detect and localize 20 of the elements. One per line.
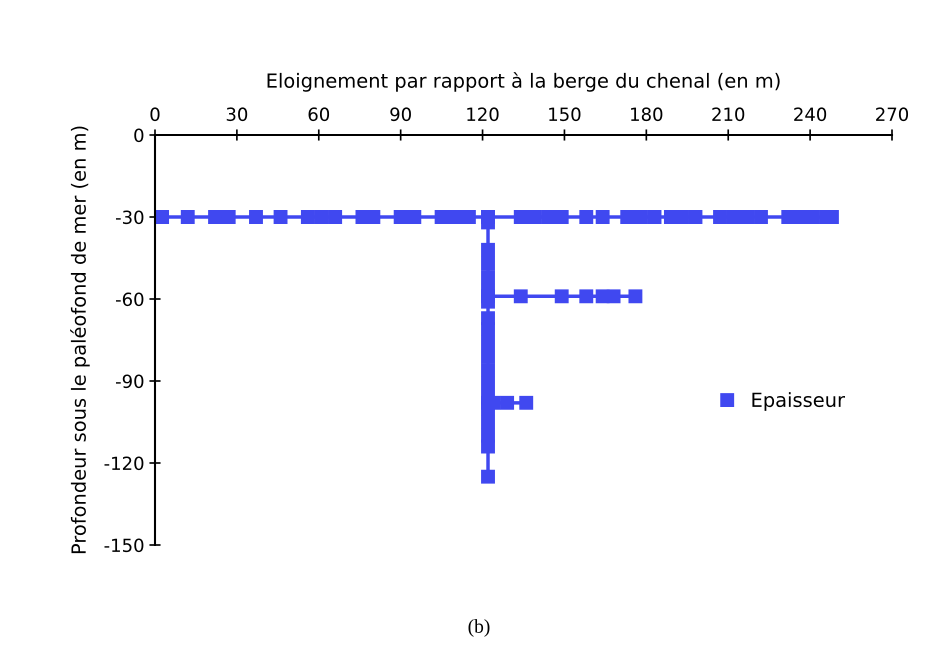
x-tick-label: 210 bbox=[712, 107, 744, 122]
y-axis-title: Profondeur sous le paléofond de mer (en m) bbox=[70, 126, 90, 554]
y-tick-label: -30 bbox=[116, 210, 144, 224]
legend-label: Epaisseur bbox=[752, 392, 846, 411]
y-tick-label: 0 bbox=[134, 128, 144, 142]
text: (b) bbox=[468, 619, 490, 637]
x-tick-label: 150 bbox=[549, 107, 580, 122]
x-tick-label: 180 bbox=[631, 107, 662, 122]
x-tick-label: 240 bbox=[794, 107, 826, 122]
x-tick-label: 60 bbox=[308, 107, 330, 122]
y-tick-label: -90 bbox=[116, 374, 144, 388]
x-tick-label: 30 bbox=[226, 107, 248, 122]
x-tick-label: 270 bbox=[876, 107, 908, 122]
x-tick-label: 90 bbox=[390, 107, 411, 122]
y-tick-label: -120 bbox=[104, 456, 144, 470]
x-axis-title: Eloignement par rapport à la berge du chenal (en m) bbox=[268, 72, 780, 92]
x-tick-label: 120 bbox=[467, 107, 499, 122]
x-tick-label: 0 bbox=[150, 107, 160, 122]
y-tick-label: -60 bbox=[116, 292, 144, 306]
y-tick-label: -150 bbox=[104, 538, 144, 552]
